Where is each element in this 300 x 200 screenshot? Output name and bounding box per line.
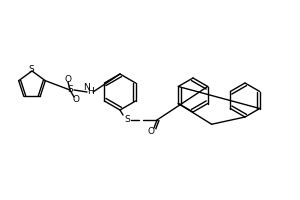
Text: S: S <box>124 116 130 124</box>
Text: S: S <box>67 86 73 95</box>
Text: O: O <box>73 96 80 104</box>
Text: H: H <box>88 88 94 97</box>
Text: S: S <box>28 64 34 73</box>
Text: O: O <box>64 74 71 84</box>
Text: O: O <box>148 128 154 136</box>
Text: N: N <box>82 84 89 92</box>
